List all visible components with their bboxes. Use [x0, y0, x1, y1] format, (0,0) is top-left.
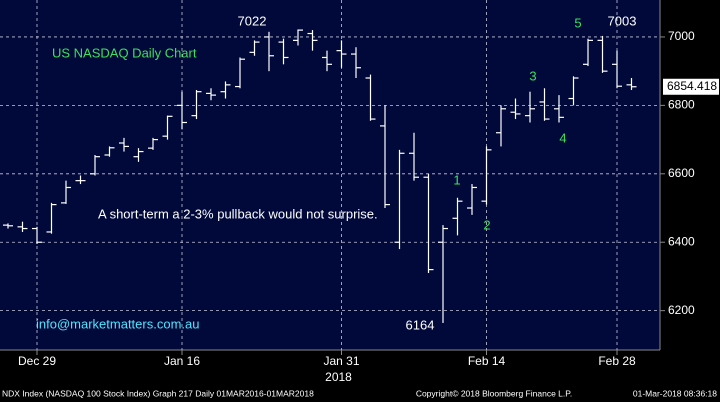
- x-year-label: 2018: [325, 370, 352, 384]
- annotation: 1: [453, 172, 460, 187]
- annotation: A short-term a 2-3% pullback would not s…: [98, 206, 378, 221]
- y-tick-label: 6400: [668, 234, 695, 248]
- x-tick-label: Jan 16: [164, 354, 200, 368]
- footer-text: Copyright© 2018 Bloomberg Finance L.P.: [416, 388, 572, 398]
- annotation: 3: [529, 68, 536, 83]
- x-tick-label: Feb 14: [468, 354, 506, 368]
- annotation: info@marketmatters.com.au: [36, 316, 199, 331]
- chart-title: US NASDAQ Daily Chart: [52, 45, 197, 60]
- annotation: 5: [574, 15, 581, 30]
- annotation: 7003: [608, 13, 637, 28]
- annotation: 6164: [406, 317, 435, 332]
- annotation: 7022: [238, 13, 267, 28]
- x-tick-label: Feb 28: [598, 354, 636, 368]
- footer-text: NDX Index (NASDAQ 100 Stock Index) Graph…: [2, 388, 314, 398]
- y-tick-label: 6600: [668, 166, 695, 180]
- y-tick-label: 7000: [668, 29, 695, 43]
- y-tick-label: 6800: [668, 98, 695, 112]
- last-value-label: 6854.418: [667, 79, 717, 93]
- x-tick-label: Jan 31: [323, 354, 359, 368]
- footer-text: 01-Mar-2018 08:36:18: [633, 388, 717, 398]
- x-tick-label: Dec 29: [18, 354, 56, 368]
- y-tick-label: 6200: [668, 303, 695, 317]
- annotation: 4: [559, 130, 566, 145]
- plot-area: [0, 0, 660, 350]
- annotation: 2: [483, 217, 490, 232]
- last-value-box: [663, 78, 719, 95]
